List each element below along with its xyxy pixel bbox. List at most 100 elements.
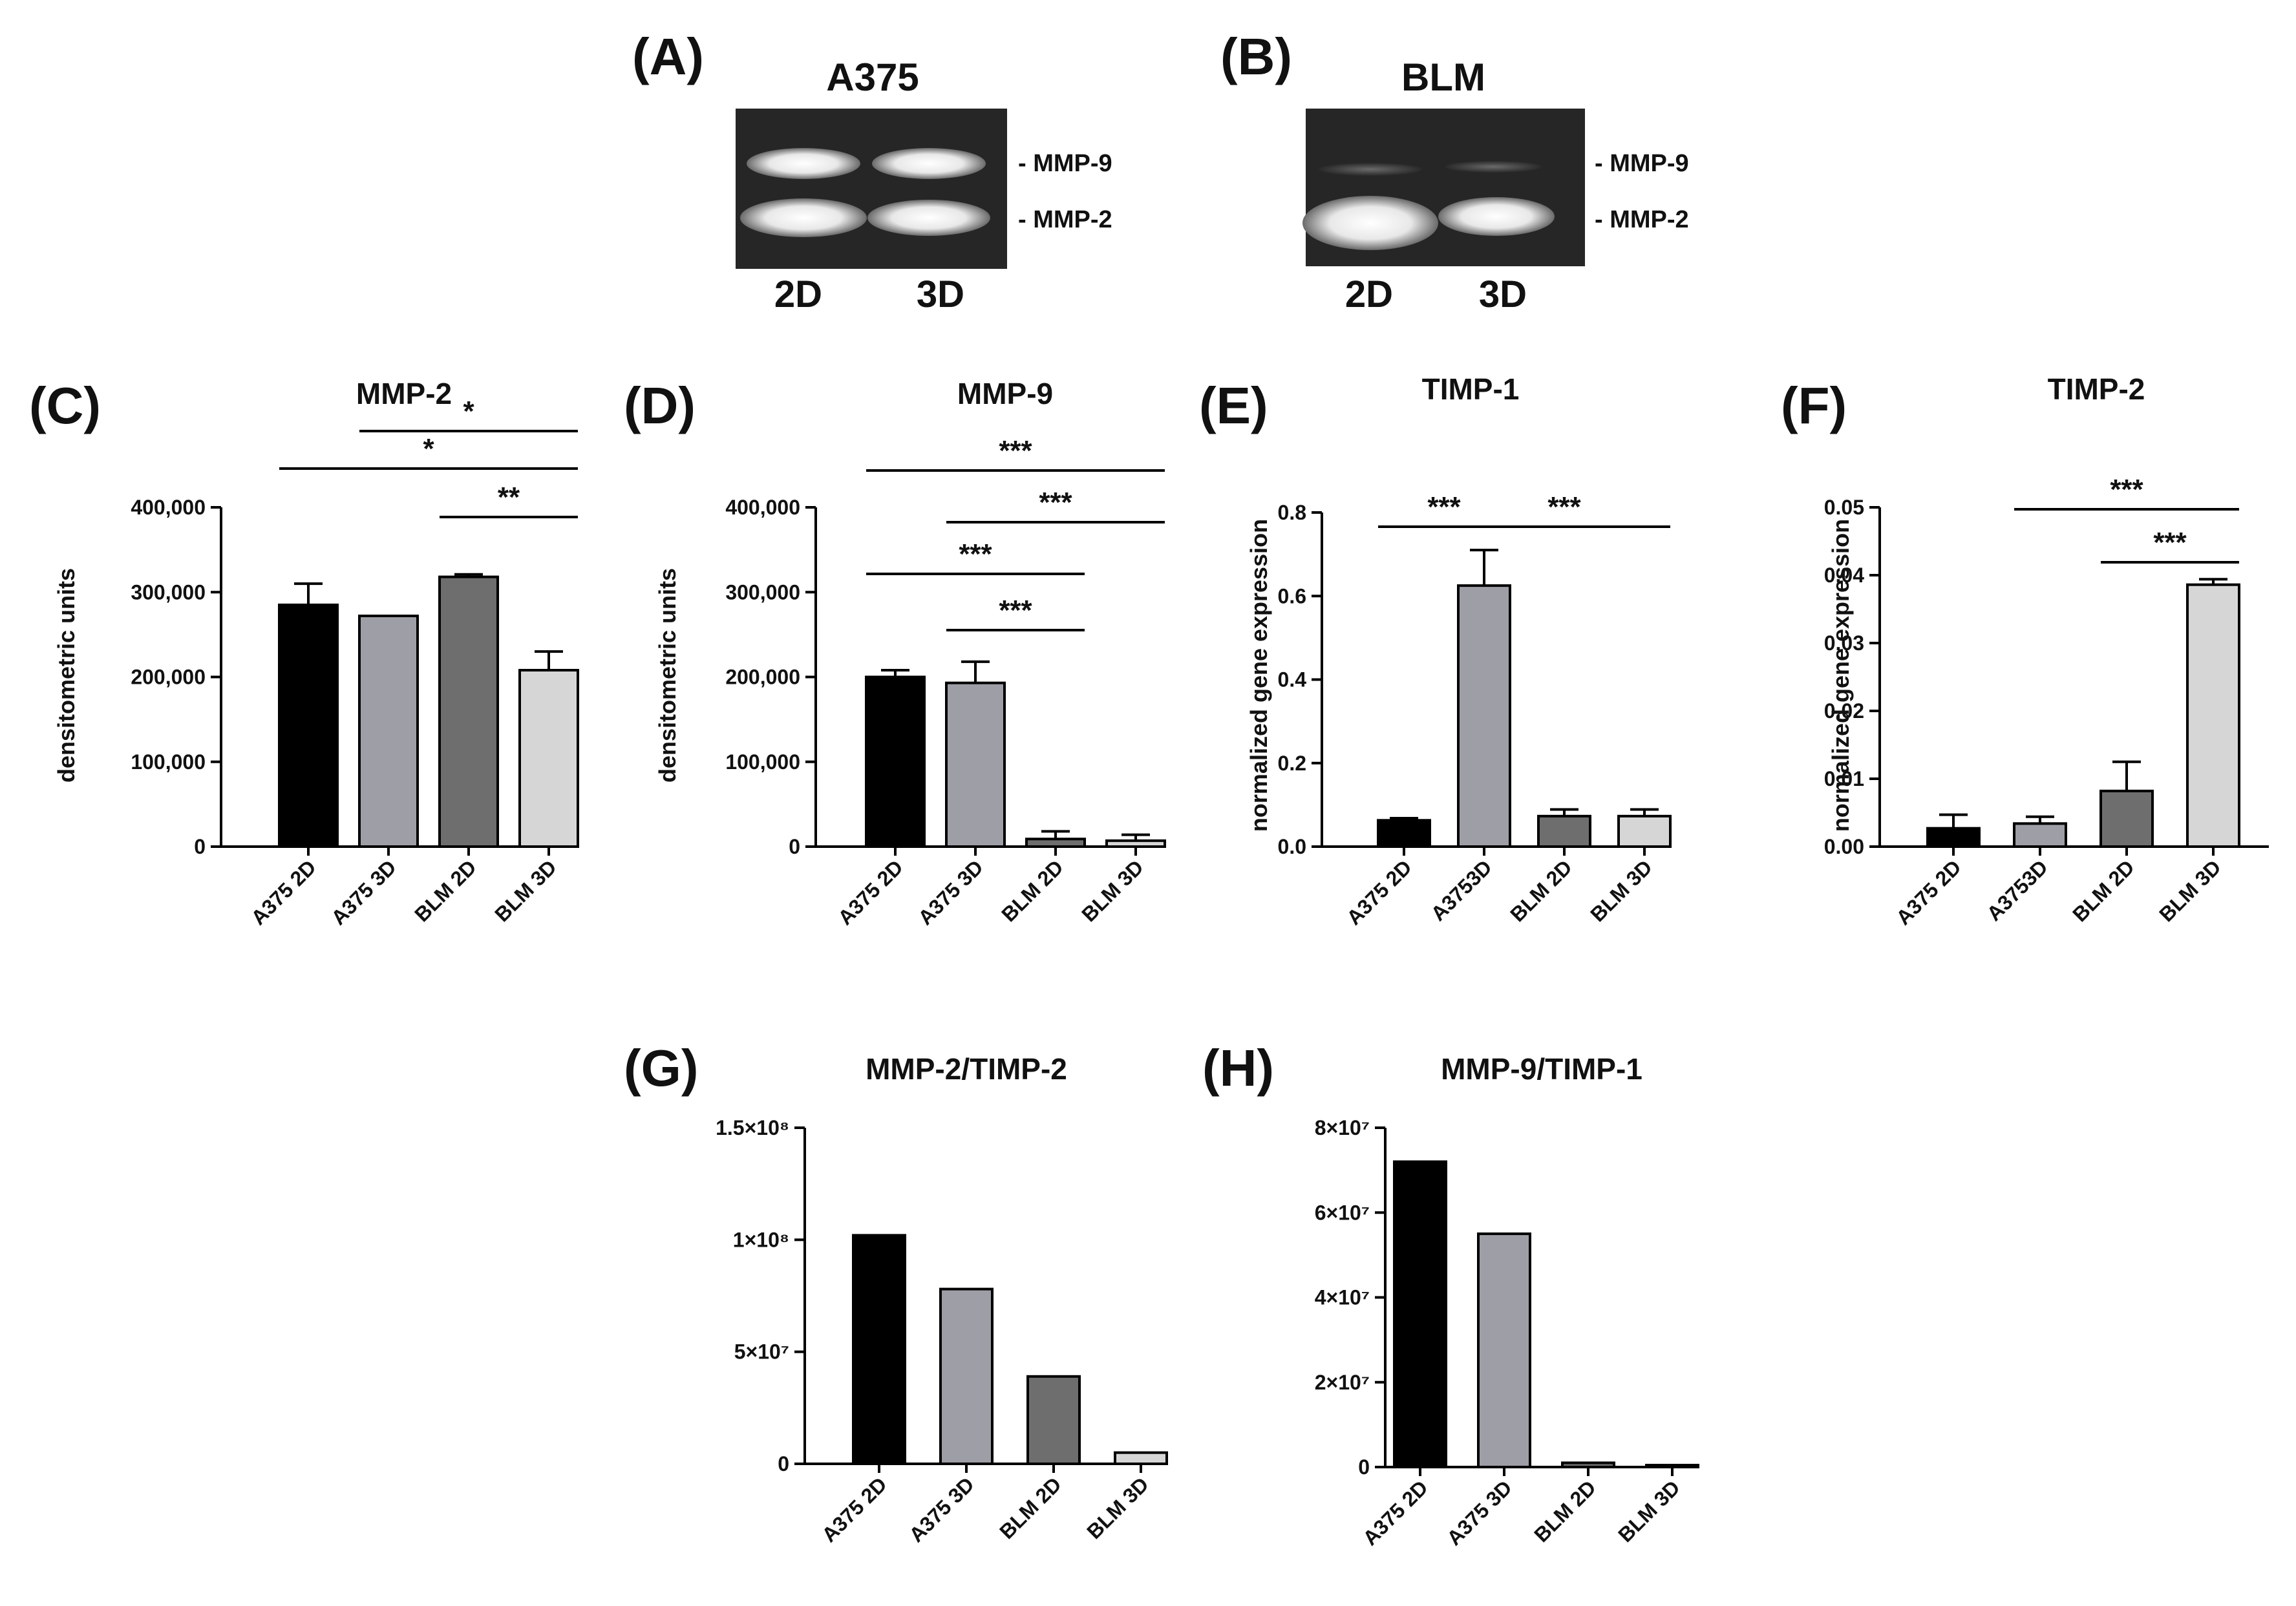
bar-a3753d [1457,584,1511,848]
lane-label-2d: 2D [1345,273,1393,315]
bar-blm-2d [438,575,499,848]
y-tick-label: 0 [778,1452,789,1475]
bar-a375-3d [939,1287,994,1465]
chart-title: TIMP-1 [1422,372,1520,406]
lane-label-2d: 2D [774,273,822,315]
x-tick-label: BLM 2D [2068,855,2139,926]
y-tick-label: 1.5×10⁸ [716,1116,789,1139]
significance-label: * [463,396,474,427]
y-tick-label: 0.01 [1824,767,1864,790]
x-tick-label: BLM 3D [490,855,561,926]
x-tick-label: BLM 3D [2154,855,2226,926]
x-tick-label: A3753D [1982,855,2052,925]
bar-chart-mmp9: (D) MMP-9 densitometric units 0 100,000 200,0… [624,377,1166,929]
y-tick-label: 200,000 [725,666,800,689]
x-tick-label: BLM 2D [995,1472,1066,1543]
gel-title-a375: A375 [826,56,919,99]
x-tick-label: A375 3D [326,855,401,929]
y-tick-label: 300,000 [725,580,800,604]
y-tick-label: 200,000 [131,666,206,689]
gel-band-a375-2d-mmp9 [747,148,860,179]
y-tick-label: 6×10⁷ [1315,1201,1370,1224]
gel-panel-b: (B) BLM - MMP-9 - MMP-2 2D 3D [1220,28,1689,315]
x-tick-label: BLM 2D [997,855,1068,926]
significance-label: *** [1547,491,1581,523]
panel-letter: (G) [624,1039,699,1097]
x-tick-label: A3753D [1426,855,1496,925]
y-axis-label: densitometric units [654,568,681,783]
bar-blm-3d [1617,814,1672,848]
chart-title: TIMP-2 [2048,372,2145,406]
y-tick-label: 4×10⁷ [1315,1286,1370,1309]
band-label-mmp2: - MMP-2 [1595,206,1689,233]
y-axis-label: normalized gene expression [1246,519,1272,832]
y-tick-label: 0.4 [1278,668,1307,692]
bar-blm-3d [1114,1451,1168,1466]
bar-blm-3d [2186,583,2240,848]
y-tick-label: 0.8 [1278,501,1306,524]
x-tick-label: BLM 3D [1586,855,1657,926]
x-tick-label: A375 3D [913,855,988,929]
bar-blm-2d [2099,789,2154,849]
y-tick-label: 400,000 [131,496,206,519]
x-tick-label: BLM 2D [410,855,481,926]
significance-label: *** [1427,491,1461,523]
bar-blm-2d [1561,1461,1615,1468]
panel-letter: (H) [1202,1039,1274,1097]
y-tick-label: 300,000 [131,580,206,604]
panel-letter-b: (B) [1220,28,1292,85]
y-tick-label: 0.2 [1278,752,1306,775]
bar-blm-2d [1026,1375,1081,1466]
y-tick-label: 8×10⁷ [1315,1116,1370,1139]
bar-blm-2d [1537,814,1591,848]
bar-blm-3d [518,669,579,848]
x-tick-label: A375 2D [246,855,321,929]
gel-title-blm: BLM [1401,56,1485,99]
panel-letter: (C) [29,377,101,434]
chart-title: MMP-2/TIMP-2 [866,1052,1067,1086]
bar-a3753d [2013,822,2067,849]
x-tick-label: A375 3D [904,1472,979,1547]
bar-blm-3d [1645,1464,1699,1468]
y-tick-label: 0.02 [1824,699,1864,723]
y-tick-label: 2×10⁷ [1315,1371,1370,1394]
y-axis-label: densitometric units [53,568,80,783]
bar-a375-2d [1377,819,1431,849]
significance-label: *** [1039,487,1072,518]
gel-band-blm-3d-mmp2 [1438,197,1555,236]
significance-label: * [423,433,434,465]
y-tick-label: 0.05 [1824,496,1864,519]
y-tick-label: 0 [194,835,206,858]
x-tick-label: A375 2D [817,1472,891,1547]
y-tick-label: 0.6 [1278,584,1306,608]
bar-a375-3d [945,681,1006,848]
bar-chart-mmp2-timp2-ratio: (G) MMP-2/TIMP-2 0 5×10⁷ 1×10⁸ 1.5×10⁸ A375 2D… [624,1039,1168,1547]
x-tick-label: BLM 3D [1077,855,1148,926]
significance-label: *** [2153,527,2187,558]
chart-title: MMP-9 [957,377,1053,410]
band-label-mmp9: - MMP-9 [1018,150,1112,177]
y-tick-label: 400,000 [725,496,800,519]
gel-band-blm-2d-mmp2 [1302,196,1438,250]
y-tick-label: 0 [789,835,800,858]
x-tick-label: A375 2D [833,855,908,929]
chart-title: MMP-2 [356,377,452,410]
y-tick-label: 5×10⁷ [734,1340,789,1364]
x-tick-label: A375 2D [1342,855,1416,929]
y-tick-label: 1×10⁸ [733,1228,789,1251]
bar-a375-3d [1477,1232,1531,1468]
y-tick-label: 0.04 [1824,564,1864,587]
bar-a375-3d [358,615,419,848]
gel-image-a375 [736,109,1007,269]
y-tick-label: 100,000 [725,750,800,774]
panel-letter: (F) [1781,377,1847,434]
significance-label: *** [2110,474,2143,505]
bar-a375-2d [1926,827,1981,849]
lane-label-3d: 3D [917,273,964,315]
significance-label: ** [498,481,520,513]
bar-a375-2d [1393,1160,1447,1468]
panel-letter: (E) [1199,377,1268,434]
bar-blm-3d [1105,839,1166,848]
bar-blm-2d [1025,838,1086,848]
